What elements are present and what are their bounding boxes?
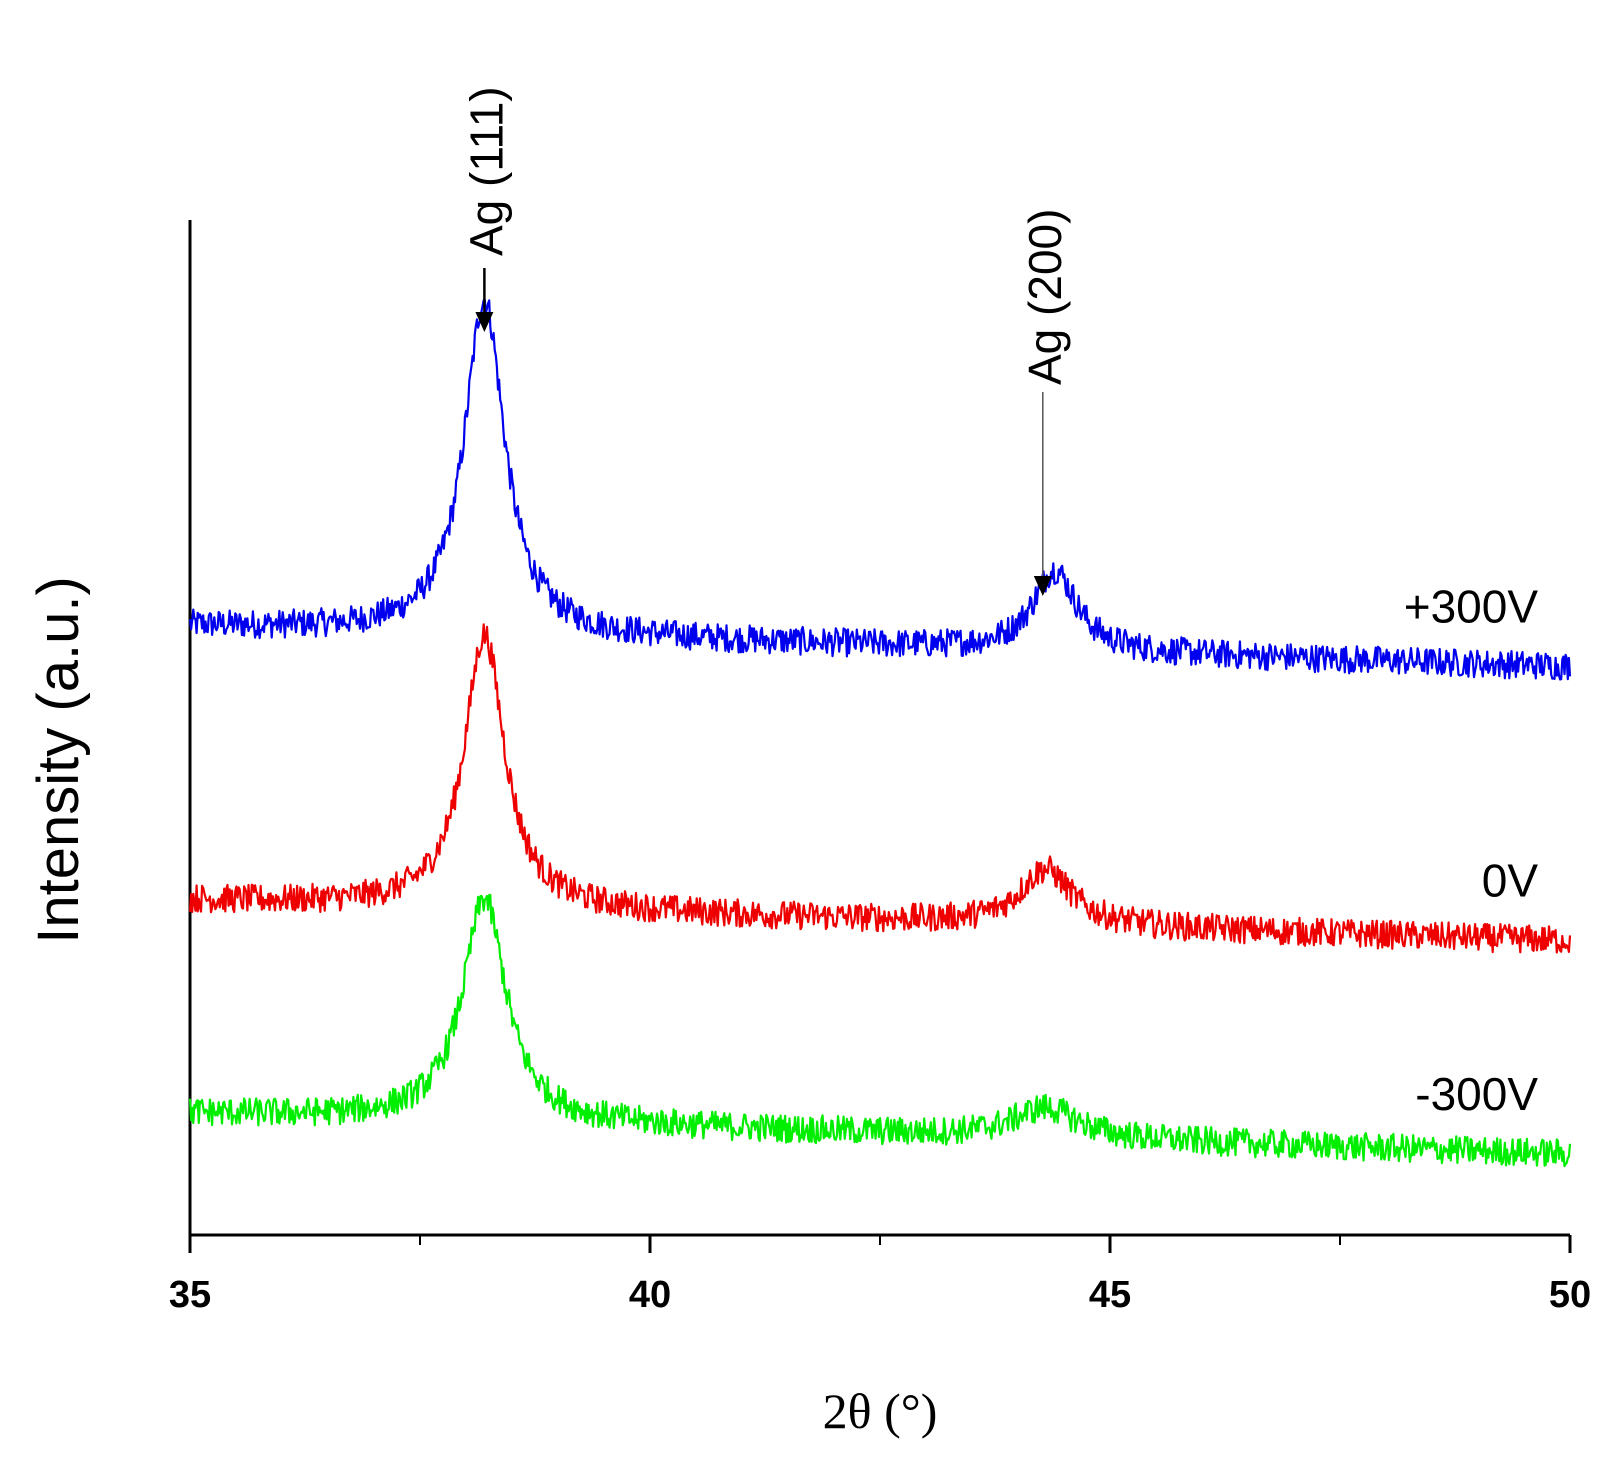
series-label-1: 0V bbox=[1482, 855, 1539, 907]
x-tick-label: 50 bbox=[1549, 1274, 1591, 1316]
annotation-label-0: Ag (111) bbox=[460, 86, 512, 256]
annotations-group: Ag (111) Ag (200) bbox=[460, 86, 1071, 596]
annotation-arrowhead-1 bbox=[1033, 576, 1052, 596]
labels-group: Intensity (a.u.) 2θ (°) bbox=[26, 576, 937, 1439]
series-line-0 bbox=[188, 298, 1572, 681]
series-line-1 bbox=[188, 623, 1572, 954]
series-label-0: +300V bbox=[1404, 581, 1539, 633]
x-tick-label: 45 bbox=[1089, 1274, 1131, 1316]
axes: 35 40 45 50 bbox=[169, 220, 1591, 1316]
x-axis-label: 2θ (°) bbox=[823, 1383, 938, 1439]
series-label-2: -300V bbox=[1415, 1068, 1538, 1120]
annotation-arrowhead-0 bbox=[475, 312, 494, 332]
series-line-2 bbox=[188, 893, 1572, 1168]
x-tick-label: 35 bbox=[169, 1274, 211, 1316]
series-group: +300V 0V -300V bbox=[188, 298, 1572, 1168]
y-axis-label: Intensity (a.u.) bbox=[26, 576, 91, 943]
x-tick-label: 40 bbox=[629, 1274, 671, 1316]
annotation-label-1: Ag (200) bbox=[1019, 209, 1071, 385]
